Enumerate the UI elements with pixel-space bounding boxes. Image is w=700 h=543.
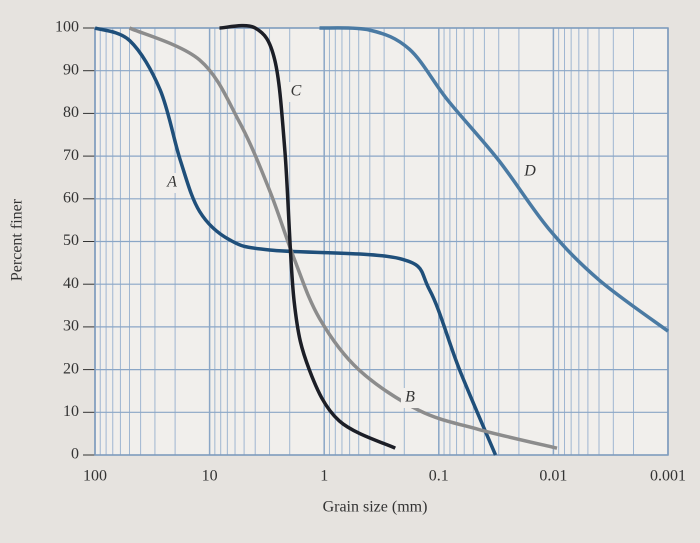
curve-label-bg [163, 173, 181, 193]
curve [219, 23, 396, 450]
x-tick-label: 1 [320, 468, 328, 485]
curve-label: A [166, 174, 177, 191]
y-axis-label: Percent finer [9, 198, 26, 281]
curve-label: D [523, 163, 536, 180]
curve-label: B [405, 389, 415, 406]
x-tick-label: 10 [202, 468, 218, 485]
curve-label: C [291, 83, 302, 100]
curve-label-bg [401, 388, 419, 408]
y-tick-label: 10 [63, 403, 79, 420]
y-tick-label: 50 [63, 232, 79, 249]
y-tick-label: 60 [63, 189, 79, 206]
curve [128, 26, 558, 450]
plot-frame [94, 27, 669, 456]
y-tick-label: 80 [63, 104, 79, 121]
curve-label-bg [287, 82, 305, 102]
y-tick-label: 40 [63, 275, 79, 292]
y-tick-label: 90 [63, 61, 79, 78]
curve [319, 26, 670, 333]
y-tick-label: 100 [55, 19, 79, 36]
curve-label-bg [521, 162, 539, 182]
y-tick-label: 30 [63, 318, 79, 335]
x-tick-label: 0.01 [539, 468, 567, 485]
x-tick-label: 0.1 [429, 468, 449, 485]
curve [94, 26, 498, 456]
y-tick-label: 20 [63, 360, 79, 377]
y-tick-label: 70 [63, 147, 79, 164]
y-tick-label: 0 [71, 446, 79, 463]
x-tick-label: 100 [83, 468, 107, 485]
x-axis-label: Grain size (mm) [323, 499, 428, 516]
x-tick-label: 0.001 [650, 468, 686, 485]
